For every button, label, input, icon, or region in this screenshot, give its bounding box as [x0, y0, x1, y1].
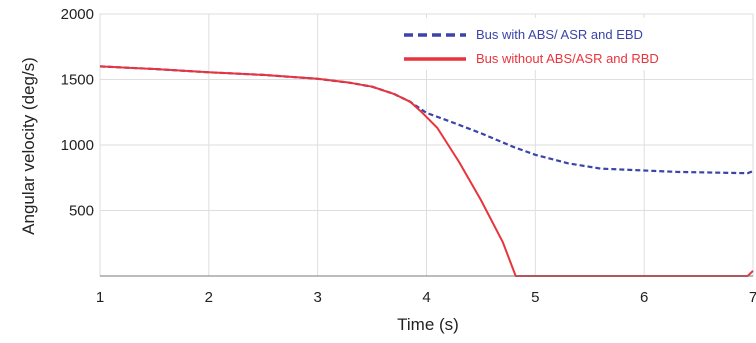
y-tick-label: 2000	[61, 6, 94, 23]
x-tick-label: 6	[640, 289, 648, 306]
x-tick-label: 3	[313, 289, 321, 306]
y-tick-label: 1500	[61, 72, 94, 89]
x-tick-labels: 1 2 3 4 5 6 7	[96, 289, 756, 306]
legend: Bus with ABS/ ASR and EBD Bus without AB…	[392, 18, 726, 70]
x-tick-label: 1	[96, 289, 104, 306]
x-tick-label: 2	[205, 289, 213, 306]
legend-label-series-2: Bus without ABS/ASR and RBD	[476, 51, 659, 66]
y-tick-label: 500	[69, 203, 94, 220]
legend-box	[392, 18, 726, 70]
grid-lines	[99, 13, 754, 276]
y-tick-label: 1000	[61, 137, 94, 154]
legend-label-series-1: Bus with ABS/ ASR and EBD	[476, 27, 643, 42]
x-tick-label: 4	[422, 289, 430, 306]
y-tick-labels: 500 1000 1500 2000	[61, 6, 94, 220]
x-tick-label: 7	[749, 289, 756, 306]
x-axis-label: Time (s)	[397, 315, 459, 334]
x-tick-label: 5	[531, 289, 539, 306]
y-axis-label: Angular velocity (deg/s)	[19, 57, 38, 235]
